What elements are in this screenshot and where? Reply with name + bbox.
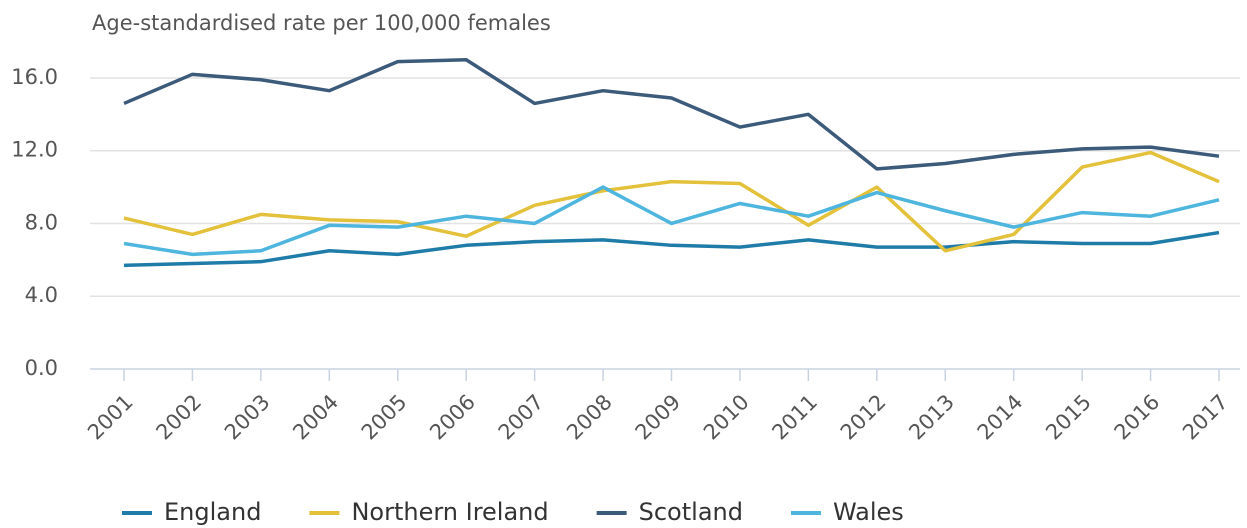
legend-label: Northern Ireland bbox=[351, 498, 548, 526]
line-series bbox=[123, 150, 1220, 253]
y-tick-label: 8.0 bbox=[25, 210, 58, 234]
y-tick-label: 16.0 bbox=[11, 65, 58, 89]
y-axis-label: Age-standardised rate per 100,000 female… bbox=[92, 11, 551, 35]
x-tick-label: 2008 bbox=[562, 390, 617, 445]
legend-label: Wales bbox=[833, 498, 904, 526]
line-series bbox=[123, 185, 1220, 257]
x-tick-label: 2015 bbox=[1041, 390, 1096, 445]
legend: England Northern Ireland Scotland Wales bbox=[122, 498, 904, 526]
line-series bbox=[123, 230, 1220, 268]
y-tick-label: 12.0 bbox=[11, 138, 58, 162]
x-tick-label: 2002 bbox=[151, 390, 206, 445]
x-tick-label: 2010 bbox=[699, 390, 754, 445]
x-tick-label: 2014 bbox=[973, 390, 1028, 445]
y-tick-label: 4.0 bbox=[25, 283, 58, 307]
x-tick-label: 2012 bbox=[836, 390, 891, 445]
x-tick-label: 2017 bbox=[1178, 390, 1233, 445]
x-tick-label: 2003 bbox=[220, 390, 275, 445]
x-tick-label: 2011 bbox=[767, 390, 822, 445]
x-tick-label: 2005 bbox=[357, 390, 412, 445]
y-tick-label: 0.0 bbox=[25, 356, 58, 380]
x-tick-label: 2006 bbox=[425, 390, 480, 445]
x-tick-label: 2001 bbox=[83, 390, 138, 445]
x-tick-label: 2004 bbox=[288, 390, 343, 445]
x-tick-label: 2016 bbox=[1110, 390, 1165, 445]
x-tick-label: 2009 bbox=[631, 390, 686, 445]
line-series bbox=[123, 58, 1220, 171]
x-tick-label: 2013 bbox=[904, 390, 959, 445]
x-tick-label: 2007 bbox=[494, 390, 549, 445]
legend-label: England bbox=[164, 498, 261, 526]
legend-label: Scotland bbox=[639, 498, 743, 526]
